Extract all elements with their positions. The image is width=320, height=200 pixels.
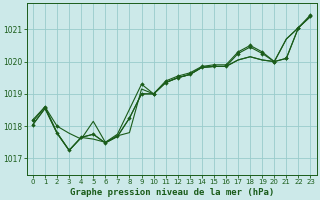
Point [308,13,313,16]
Point [260,50,265,53]
Point [296,26,301,29]
Point [151,92,156,95]
Point [308,15,313,18]
X-axis label: Graphe pression niveau de la mer (hPa): Graphe pression niveau de la mer (hPa) [69,188,274,197]
Point [284,57,289,60]
Point [236,52,241,55]
Point [175,75,180,78]
Point [175,76,180,79]
Point [30,123,36,126]
Point [296,26,301,29]
Point [91,133,96,136]
Point [43,107,48,110]
Point [139,83,144,86]
Point [187,73,192,76]
Point [103,141,108,145]
Point [163,81,168,84]
Point [272,60,277,63]
Point [284,57,289,60]
Point [151,92,156,95]
Point [248,45,253,49]
Point [67,149,72,152]
Point [115,135,120,138]
Point [260,52,265,55]
Point [163,79,168,83]
Point [236,50,241,53]
Point [54,132,60,135]
Point [79,136,84,139]
Point [43,105,48,108]
Point [223,65,228,68]
Point [212,65,217,68]
Point [54,125,60,128]
Point [30,118,36,121]
Point [187,71,192,74]
Point [199,65,204,68]
Point [248,44,253,47]
Point [127,116,132,120]
Point [199,66,204,69]
Point [139,92,144,95]
Point [223,63,228,66]
Point [272,60,277,63]
Point [212,63,217,66]
